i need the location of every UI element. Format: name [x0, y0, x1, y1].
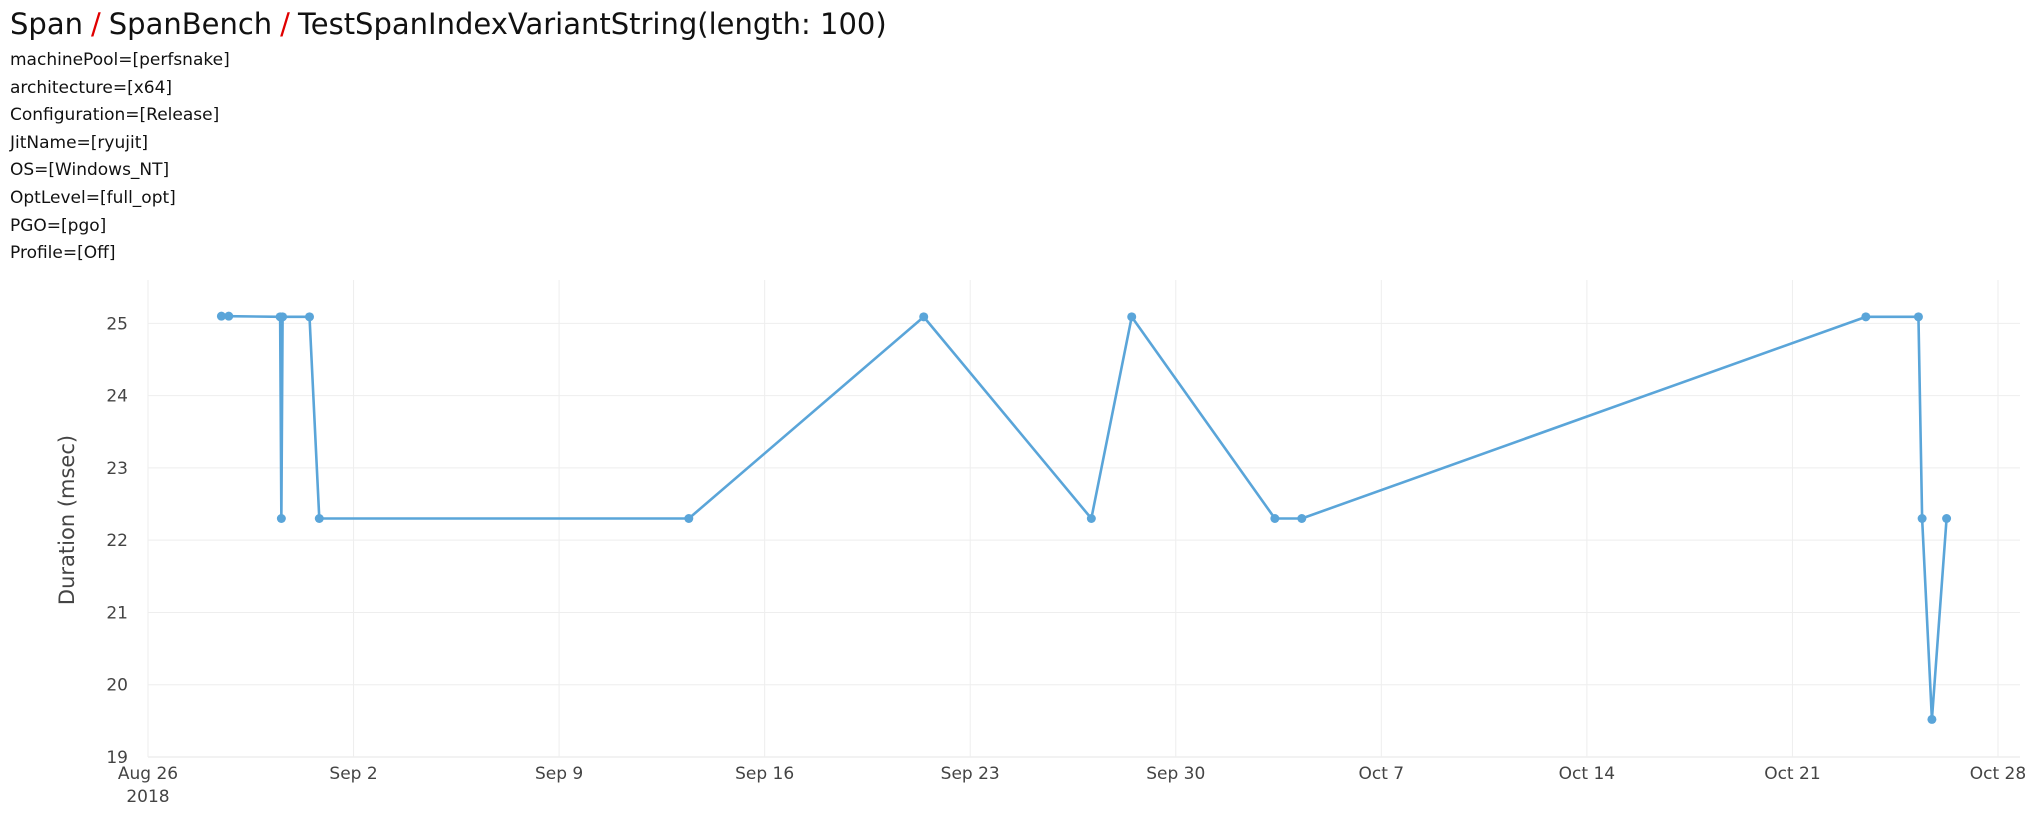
x-tick-label: Sep 9	[535, 764, 583, 784]
y-tick-label: 20	[106, 676, 128, 696]
y-tick-label: 23	[106, 459, 128, 479]
y-axis: 19 20 21 22 23 24 25	[106, 314, 128, 768]
y-tick-label: 22	[106, 531, 128, 551]
breadcrumb-separator: /	[90, 7, 101, 41]
x-tick-label: Aug 26	[118, 764, 178, 784]
param-pgo: PGO=[pgo]	[10, 215, 107, 236]
data-point[interactable]	[1927, 714, 1937, 724]
y-tick-label: 25	[106, 314, 128, 334]
data-point[interactable]	[919, 312, 929, 322]
page-title: TestSpanIndexVariantString(length: 100)	[297, 7, 887, 41]
breadcrumb: Span / SpanBench / TestSpanIndexVariantStrin…	[10, 4, 887, 44]
chart-grid	[147, 280, 2020, 758]
data-point[interactable]	[1086, 514, 1096, 523]
y-tick-label: 19	[106, 748, 128, 768]
data-point[interactable]	[1127, 312, 1137, 322]
data-point[interactable]	[224, 311, 234, 321]
data-point[interactable]	[314, 514, 324, 523]
param-configuration: Configuration=[Release]	[10, 105, 220, 126]
x-tick-label: Sep 2	[329, 764, 377, 784]
data-point[interactable]	[1297, 514, 1307, 523]
param-profile: Profile=[Off]	[10, 243, 116, 264]
x-tick-label: Oct 7	[1359, 764, 1405, 784]
y-axis-label: Duration (msec)	[55, 435, 79, 605]
data-point[interactable]	[276, 514, 286, 523]
param-os: OS=[Windows_NT]	[10, 160, 170, 181]
data-point[interactable]	[1942, 514, 1952, 523]
breadcrumb-separator: /	[280, 7, 290, 41]
x-tick-label: Oct 14	[1559, 764, 1615, 784]
x-tick-label: Oct 21	[1764, 764, 1820, 784]
y-tick-label: 24	[106, 387, 128, 407]
data-point[interactable]	[1270, 514, 1280, 523]
x-tick-label: Sep 30	[1146, 764, 1205, 784]
breadcrumb-item-span[interactable]: Span	[10, 7, 83, 41]
data-point[interactable]	[278, 312, 288, 322]
param-architecture: architecture=[x64]	[10, 77, 173, 98]
x-tick-label: Sep 23	[941, 764, 1000, 784]
y-tick-label: 21	[106, 603, 128, 623]
x-tick-label: Sep 16	[735, 764, 794, 784]
x-tick-year-label: 2018	[126, 787, 169, 807]
x-tick-label: Oct 28	[1970, 764, 2026, 784]
series-layer	[216, 311, 1952, 724]
data-point[interactable]	[216, 311, 226, 321]
series-line	[221, 314, 1948, 721]
param-machine-pool: machinePool=[perfsnake]	[10, 50, 230, 70]
data-point[interactable]	[1913, 312, 1923, 322]
param-opt-level: OptLevel=[full_opt]	[10, 187, 176, 208]
parameter-list: machinePool=[perfsnake] architecture=[x6…	[10, 47, 230, 268]
data-point[interactable]	[684, 514, 694, 523]
x-axis: Aug 26 2018 Sep 2 Sep 9 Sep 16 Sep 23 Sep 30 Oc…	[118, 764, 2026, 807]
param-jit-name: JitName=[ryujit]	[10, 132, 149, 153]
breadcrumb-item-spanbench[interactable]: SpanBench	[108, 7, 273, 41]
data-point[interactable]	[305, 312, 315, 322]
data-point[interactable]	[1861, 312, 1871, 322]
data-point[interactable]	[1917, 514, 1927, 523]
